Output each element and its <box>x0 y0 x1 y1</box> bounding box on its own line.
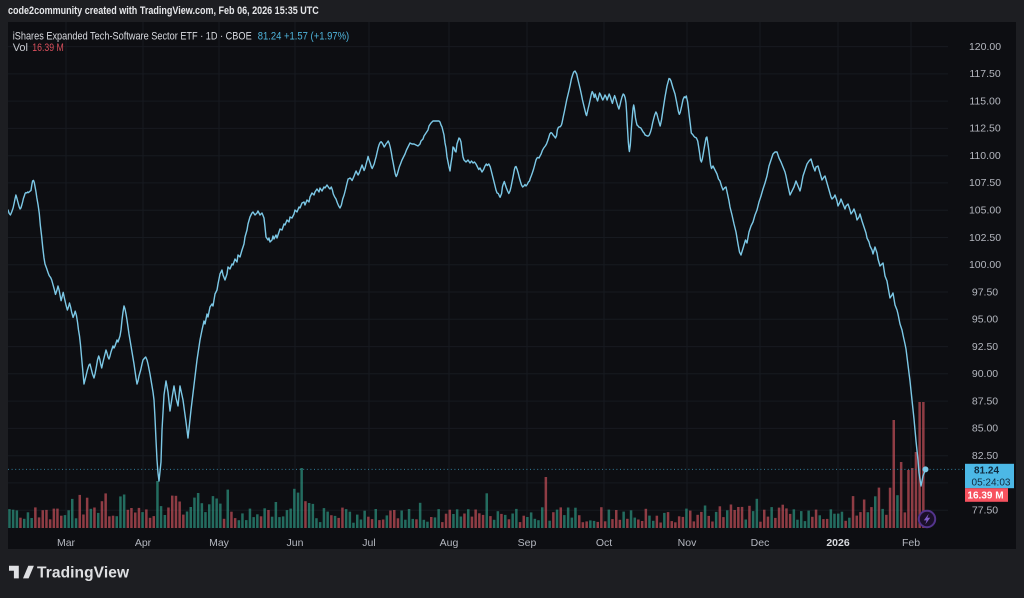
svg-text:Aug: Aug <box>440 537 459 549</box>
svg-text:87.50: 87.50 <box>972 395 998 407</box>
svg-text:Nov: Nov <box>678 537 697 549</box>
svg-text:90.00: 90.00 <box>972 368 998 380</box>
svg-text:Mar: Mar <box>57 537 76 549</box>
svg-text:Apr: Apr <box>135 537 152 549</box>
svg-text:Feb: Feb <box>902 537 920 549</box>
svg-text:16.39 M: 16.39 M <box>32 42 64 54</box>
svg-text:95.00: 95.00 <box>972 314 998 326</box>
svg-text:Jul: Jul <box>362 537 375 549</box>
svg-text:Jun: Jun <box>287 537 304 549</box>
svg-text:107.50: 107.50 <box>969 177 1001 189</box>
svg-text:120.00: 120.00 <box>969 41 1001 53</box>
svg-text:112.50: 112.50 <box>969 123 1000 135</box>
svg-text:Vol: Vol <box>13 42 28 54</box>
svg-text:05:24:03: 05:24:03 <box>972 477 1011 488</box>
svg-text:105.00: 105.00 <box>969 204 1001 216</box>
svg-text:81.24: 81.24 <box>974 466 999 477</box>
svg-text:2026: 2026 <box>826 537 850 549</box>
svg-text:Oct: Oct <box>596 537 612 549</box>
svg-text:102.50: 102.50 <box>969 232 1001 244</box>
svg-text:TradingView: TradingView <box>37 564 130 581</box>
svg-text:117.50: 117.50 <box>969 68 1000 80</box>
svg-text:115.00: 115.00 <box>969 95 1000 107</box>
svg-text:Dec: Dec <box>751 537 770 549</box>
svg-text:77.50: 77.50 <box>972 504 998 516</box>
svg-text:85.00: 85.00 <box>972 423 998 435</box>
svg-text:May: May <box>209 537 230 549</box>
svg-text:82.50: 82.50 <box>972 450 998 462</box>
svg-text:iShares Expanded Tech-Software: iShares Expanded Tech-Software Sector ET… <box>13 31 252 43</box>
svg-text:81.24 +1.57 (+1.97%): 81.24 +1.57 (+1.97%) <box>258 31 350 43</box>
svg-text:110.00: 110.00 <box>969 150 1000 162</box>
svg-text:16.39 M: 16.39 M <box>967 490 1003 501</box>
svg-text:92.50: 92.50 <box>972 341 998 353</box>
svg-text:97.50: 97.50 <box>972 286 998 298</box>
svg-text:100.00: 100.00 <box>969 259 1001 271</box>
svg-text:Sep: Sep <box>518 537 537 549</box>
